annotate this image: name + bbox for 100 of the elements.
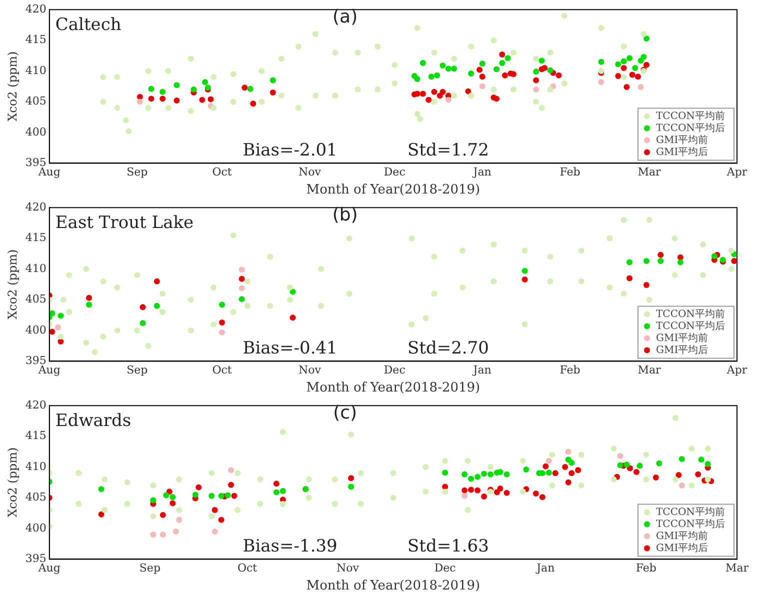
- point: [270, 90, 276, 96]
- point: [468, 486, 474, 493]
- x-tick-label: Aug: [37, 166, 60, 179]
- x-tick-label: Feb: [560, 166, 580, 179]
- point: [238, 266, 245, 273]
- y-tick-label: 415: [25, 429, 46, 442]
- point: [332, 476, 338, 482]
- point: [414, 25, 420, 32]
- annotation: East Trout Lake: [55, 213, 194, 234]
- point: [238, 276, 245, 282]
- point: [546, 458, 552, 464]
- point: [176, 476, 182, 482]
- point: [549, 482, 556, 488]
- point: [312, 92, 318, 99]
- point: [479, 74, 486, 80]
- point: [148, 96, 154, 102]
- legend-label: TCCON平均后: [656, 320, 725, 332]
- legend-label: TCCON平均后: [656, 518, 725, 530]
- y-tick-label: 415: [25, 231, 46, 244]
- point: [510, 50, 516, 56]
- point: [140, 304, 146, 310]
- point: [493, 66, 500, 72]
- x-tick-label: Feb: [636, 562, 656, 575]
- legend-label: GMI平均前: [656, 134, 708, 146]
- y-tick-label: 420: [25, 200, 46, 214]
- point: [474, 474, 481, 480]
- point: [257, 476, 264, 482]
- x-axis-title: Month of Year(2018-2019): [306, 578, 480, 594]
- point: [212, 528, 218, 535]
- x-tick-label: Dec: [384, 364, 406, 377]
- y-tick-label: 405: [25, 292, 46, 306]
- point: [163, 492, 170, 498]
- point: [445, 96, 452, 103]
- point: [704, 476, 711, 482]
- point: [199, 96, 206, 103]
- point: [465, 88, 472, 94]
- point: [210, 74, 217, 80]
- point: [278, 92, 284, 99]
- point: [414, 111, 420, 118]
- point: [445, 66, 452, 72]
- point: [422, 488, 429, 495]
- point: [188, 56, 194, 62]
- x-tick-label: Nov: [298, 364, 322, 377]
- x-tick-label: Jan: [472, 166, 492, 179]
- point: [462, 487, 468, 494]
- point: [468, 476, 474, 482]
- point: [210, 104, 217, 111]
- point: [247, 86, 254, 92]
- point: [533, 56, 540, 62]
- point: [208, 96, 214, 102]
- point: [145, 104, 152, 111]
- annotation: Bias=-0.41: [242, 338, 338, 359]
- x-tick-label: Oct: [237, 562, 258, 575]
- point: [731, 258, 737, 264]
- point: [354, 86, 361, 92]
- point: [332, 500, 338, 507]
- point: [672, 476, 678, 482]
- y-tick-label: 410: [25, 64, 46, 77]
- point: [270, 77, 276, 84]
- x-tick-label: Oct: [212, 364, 232, 377]
- point: [332, 92, 338, 99]
- point: [626, 275, 632, 282]
- point: [58, 312, 64, 319]
- point: [273, 489, 280, 496]
- y-tick-label: 420: [25, 398, 46, 412]
- point: [114, 74, 120, 80]
- point: [504, 490, 510, 496]
- point: [476, 66, 482, 73]
- point: [238, 285, 245, 292]
- point: [562, 464, 568, 470]
- point: [219, 302, 226, 308]
- point: [638, 84, 644, 90]
- y-axis-title: Xco2 (ppm): [5, 249, 20, 320]
- point: [468, 92, 474, 99]
- point: [643, 452, 650, 458]
- point: [280, 429, 286, 436]
- point: [257, 500, 264, 507]
- point: [598, 25, 604, 32]
- y-axis-title: Xco2 (ppm): [5, 51, 20, 122]
- point: [533, 98, 540, 105]
- point: [258, 98, 265, 105]
- point: [280, 500, 286, 507]
- point: [160, 88, 166, 95]
- point: [711, 253, 718, 260]
- point: [440, 62, 446, 69]
- x-tick-label: Sep: [126, 364, 148, 377]
- point: [522, 276, 528, 282]
- point: [658, 258, 664, 264]
- point: [390, 494, 396, 501]
- point: [626, 55, 632, 62]
- point: [136, 98, 143, 105]
- point: [165, 68, 172, 74]
- point: [76, 470, 82, 476]
- point: [561, 12, 568, 19]
- point: [290, 314, 296, 321]
- point: [192, 492, 198, 498]
- annotation: (a): [332, 6, 358, 28]
- y-tick-label: 420: [25, 2, 46, 16]
- x-tick-label: Apr: [726, 166, 748, 179]
- point: [374, 43, 381, 50]
